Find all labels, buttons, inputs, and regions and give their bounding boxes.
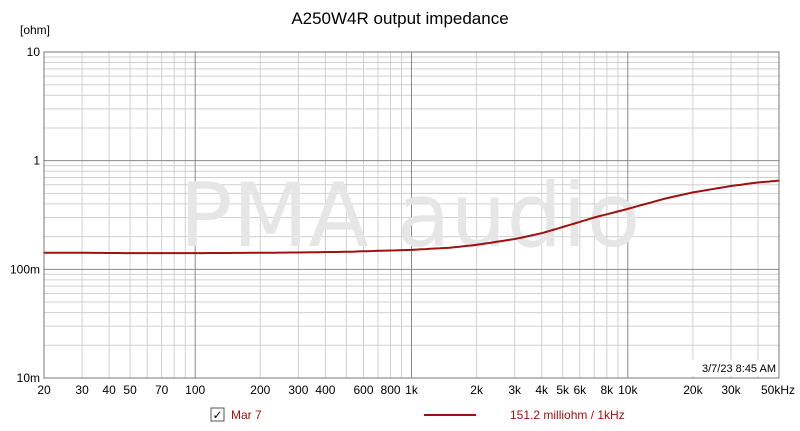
x-tick-label: 30 <box>75 383 89 397</box>
watermark: PMA audio <box>179 164 640 267</box>
x-tick-label: 100 <box>185 383 205 397</box>
data-point <box>665 197 667 200</box>
checkmark-icon: ✓ <box>212 408 222 422</box>
data-point <box>730 185 732 187</box>
legend-series-name: Mar 7 <box>231 408 262 422</box>
y-tick-label: 100m <box>10 262 40 276</box>
x-tick-label: 200 <box>250 383 270 397</box>
x-tick-label: 40 <box>102 383 116 397</box>
x-tick-label: 50 <box>123 383 137 397</box>
data-point <box>475 243 478 246</box>
x-axis-ticks: 20 30 40 50 70 100 200 300 400 600 800 1k 2k 3k 4k 5k 6k… <box>37 383 795 397</box>
x-tick-label: 10k <box>618 383 638 397</box>
data-point <box>448 246 451 249</box>
data-point <box>345 250 348 253</box>
legend-checkbox[interactable] <box>210 407 225 422</box>
data-point <box>297 251 300 254</box>
timestamp: 3/7/23 8:45 AM <box>702 363 776 375</box>
major-grid <box>44 52 779 378</box>
data-point <box>540 232 543 235</box>
data-point <box>259 251 262 254</box>
data-point <box>513 238 516 240</box>
data-point <box>129 252 132 255</box>
timestamp-box <box>692 360 778 376</box>
legend: ✓ Mar 7 151.2 milliohm / 1kHz <box>210 407 625 422</box>
x-tick-label: 800 <box>381 383 401 397</box>
data-point <box>160 252 163 255</box>
series-line-mar-7 <box>44 179 780 255</box>
data-point <box>561 226 564 228</box>
legend-series-value: 151.2 milliohm / 1kHz <box>510 408 625 422</box>
x-tick-label: 70 <box>155 383 169 397</box>
chart-title: A250W4R output impedance <box>291 9 508 28</box>
x-tick-label: 8k <box>601 383 615 397</box>
y-tick-label: 1 <box>33 154 40 168</box>
x-tick-label: 4k <box>535 383 549 397</box>
x-tick-label: 30k <box>721 383 741 397</box>
data-point <box>593 216 596 219</box>
plot-border <box>43 51 780 379</box>
y-axis-unit-label: [ohm] <box>20 23 50 37</box>
x-tick-label: 400 <box>315 383 335 397</box>
x-tick-label: 600 <box>353 383 373 397</box>
y-tick-label: 10m <box>17 371 40 385</box>
data-point <box>81 251 83 254</box>
data-point <box>194 252 197 255</box>
x-tick-label: 1k <box>405 383 419 397</box>
y-tick-label: 10 <box>27 45 41 59</box>
data-point <box>757 181 759 184</box>
x-tick-label: 20k <box>683 383 703 397</box>
data-point <box>377 249 379 252</box>
x-tick-label: 6k <box>573 383 587 397</box>
x-tick-label: 50kHz <box>761 383 795 397</box>
data-point <box>692 191 694 194</box>
x-tick-label: 5k <box>556 383 570 397</box>
x-tick-label: 3k <box>508 383 522 397</box>
data-point <box>410 249 413 251</box>
x-tick-label: 300 <box>288 383 308 397</box>
data-point <box>626 208 629 210</box>
y-axis-ticks: 10 1 100m 10m <box>10 45 40 385</box>
x-tick-label: 2k <box>470 383 484 397</box>
x-tick-label: 20 <box>37 383 51 397</box>
